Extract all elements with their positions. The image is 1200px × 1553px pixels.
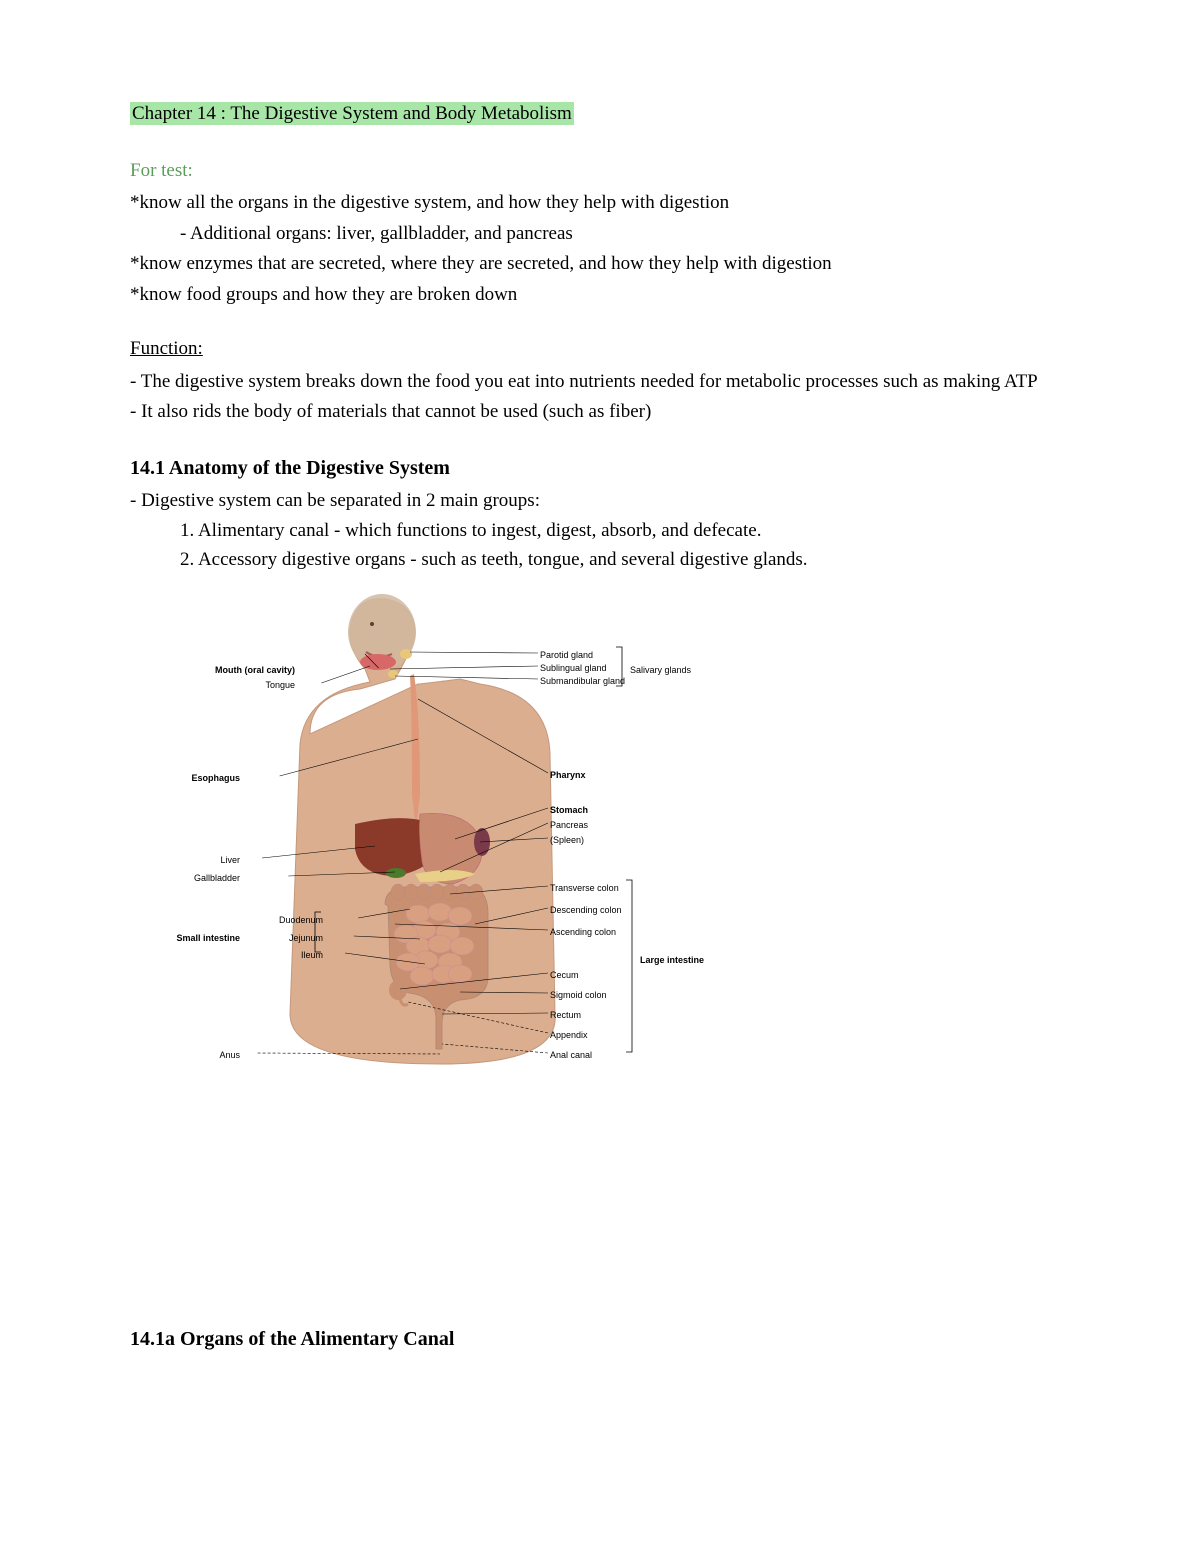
diagram-label: Sigmoid colon bbox=[550, 989, 607, 1003]
diagram-label: Gallbladder bbox=[140, 872, 240, 886]
diagram-label: Appendix bbox=[550, 1029, 588, 1043]
diagram-label: (Spleen) bbox=[550, 834, 584, 848]
fortest-line: *know enzymes that are secreted, where t… bbox=[130, 250, 1070, 279]
diagram-label: Stomach bbox=[550, 804, 588, 818]
fortest-heading: For test: bbox=[130, 157, 1070, 186]
diagram-label: Liver bbox=[140, 854, 240, 868]
diagram-label: Sublingual gland bbox=[540, 662, 607, 676]
function-line: - It also rids the body of materials tha… bbox=[130, 398, 1070, 427]
diagram-label: Mouth (oral cavity) bbox=[195, 664, 295, 678]
diagram-label: Large intestine bbox=[640, 954, 704, 968]
section-14-1-item: 1. Alimentary canal - which functions to… bbox=[180, 517, 1070, 546]
function-line: - The digestive system breaks down the f… bbox=[130, 368, 1070, 397]
diagram-label: Ileum bbox=[223, 949, 323, 963]
diagram-label: Anus bbox=[140, 1049, 240, 1063]
section-14-1-heading: 14.1 Anatomy of the Digestive System bbox=[130, 453, 1070, 483]
diagram-label: Cecum bbox=[550, 969, 579, 983]
fortest-line: *know all the organs in the digestive sy… bbox=[130, 189, 1070, 218]
diagram-label: Transverse colon bbox=[550, 882, 619, 896]
diagram-label: Salivary glands bbox=[630, 664, 691, 678]
function-heading: Function: bbox=[130, 335, 1070, 364]
fortest-line-indent: - Additional organs: liver, gallbladder,… bbox=[180, 220, 1070, 249]
diagram-label: Submandibular gland bbox=[540, 675, 625, 689]
digestive-system-diagram: Mouth (oral cavity)TongueEsophagusLiverG… bbox=[160, 594, 780, 1124]
diagram-label: Esophagus bbox=[140, 772, 240, 786]
diagram-label: Descending colon bbox=[550, 904, 622, 918]
chapter-title: Chapter 14 : The Digestive System and Bo… bbox=[130, 102, 574, 125]
diagram-label: Parotid gland bbox=[540, 649, 593, 663]
diagram-label: Rectum bbox=[550, 1009, 581, 1023]
section-14-1a-heading: 14.1a Organs of the Alimentary Canal bbox=[130, 1324, 1070, 1354]
diagram-label: Tongue bbox=[195, 679, 295, 693]
chapter-title-row: Chapter 14 : The Digestive System and Bo… bbox=[130, 100, 1070, 129]
diagram-label: Pharynx bbox=[550, 769, 586, 783]
fortest-line: *know food groups and how they are broke… bbox=[130, 281, 1070, 310]
diagram-label: Jejunum bbox=[223, 932, 323, 946]
document-page: Chapter 14 : The Digestive System and Bo… bbox=[0, 0, 1200, 1414]
diagram-label: Anal canal bbox=[550, 1049, 592, 1063]
diagram-label: Ascending colon bbox=[550, 926, 616, 940]
diagram-label: Duodenum bbox=[223, 914, 323, 928]
diagram-label: Pancreas bbox=[550, 819, 588, 833]
section-14-1-intro: - Digestive system can be separated in 2… bbox=[130, 487, 1070, 516]
section-14-1-item: 2. Accessory digestive organs - such as … bbox=[180, 546, 1070, 575]
